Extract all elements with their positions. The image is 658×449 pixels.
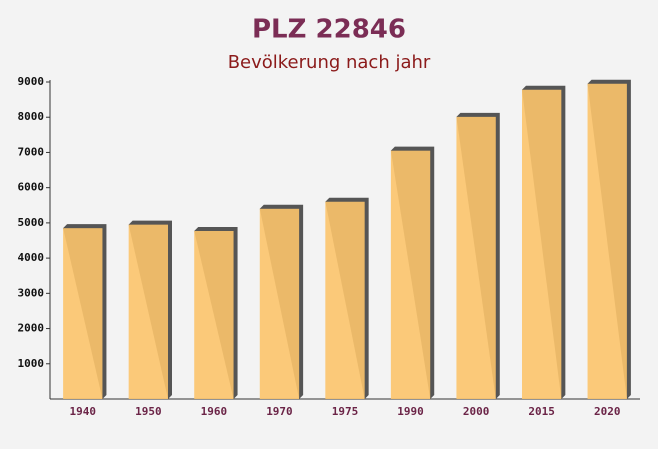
x-tick-label: 1940 xyxy=(70,405,97,418)
y-tick-label: 9000 xyxy=(18,75,45,88)
x-tick-label: 1960 xyxy=(201,405,228,418)
x-tick-label: 1975 xyxy=(332,405,359,418)
x-tick-label: 2015 xyxy=(528,405,555,418)
x-tick-label: 1950 xyxy=(135,405,162,418)
bar xyxy=(194,230,234,399)
y-tick-label: 8000 xyxy=(18,110,45,123)
bar xyxy=(390,150,431,399)
y-tick-label: 6000 xyxy=(18,181,45,194)
x-tick-label: 2020 xyxy=(594,405,621,418)
bar xyxy=(522,89,562,399)
bar xyxy=(128,224,168,399)
y-tick-label: 5000 xyxy=(18,216,45,229)
chart-subtitle: Bevölkerung nach jahr xyxy=(228,52,431,73)
y-tick-label: 4000 xyxy=(18,251,45,264)
bar xyxy=(259,208,300,399)
y-tick-label: 2000 xyxy=(18,322,45,335)
x-tick-label: 1990 xyxy=(397,405,424,418)
chart-title: PLZ 22846 xyxy=(252,15,406,45)
y-tick-label: 7000 xyxy=(18,145,45,158)
y-tick-label: 1000 xyxy=(18,357,45,370)
y-tick-label: 3000 xyxy=(18,286,45,299)
bar xyxy=(456,116,496,400)
bar xyxy=(325,201,365,399)
x-tick-label: 2000 xyxy=(463,405,490,418)
bar xyxy=(587,83,627,399)
x-tick-label: 1970 xyxy=(266,405,293,418)
bar xyxy=(63,228,103,399)
